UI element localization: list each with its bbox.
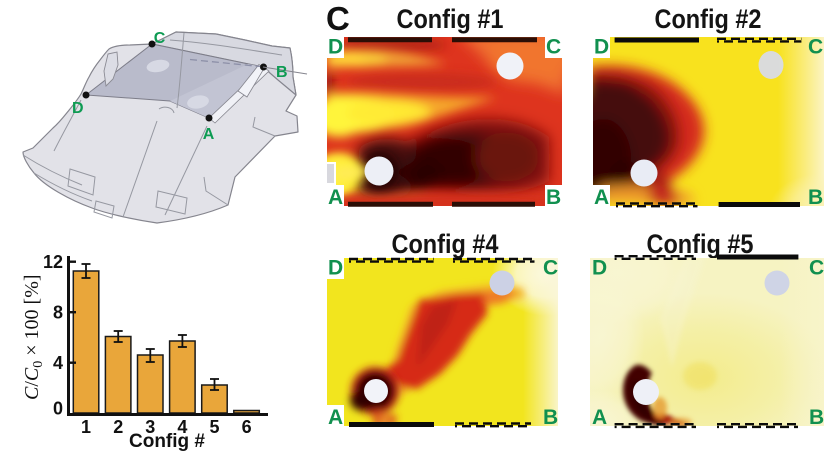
svg-text:C: C	[809, 257, 824, 280]
svg-text:6: 6	[242, 417, 252, 437]
svg-text:C/C0 × 100 [%]: C/C0 × 100 [%]	[21, 274, 46, 400]
svg-text:2: 2	[113, 417, 123, 437]
svg-text:D: D	[72, 100, 84, 117]
svg-text:B: B	[809, 406, 824, 429]
svg-text:D: D	[328, 257, 343, 280]
svg-text:12: 12	[43, 252, 63, 272]
svg-text:D: D	[594, 36, 609, 59]
svg-text:4: 4	[177, 417, 187, 437]
svg-text:1: 1	[81, 417, 91, 437]
svg-text:C: C	[546, 36, 561, 59]
svg-text:A: A	[203, 126, 215, 143]
svg-text:5: 5	[209, 417, 219, 437]
svg-text:0: 0	[53, 399, 63, 419]
svg-text:D: D	[592, 257, 607, 280]
svg-text:B: B	[543, 406, 558, 429]
svg-text:8: 8	[53, 303, 63, 323]
svg-text:A: A	[594, 186, 609, 209]
svg-text:C: C	[154, 30, 166, 47]
svg-text:C: C	[808, 36, 823, 59]
svg-text:A: A	[328, 406, 343, 429]
svg-text:B: B	[276, 64, 288, 81]
svg-text:C: C	[543, 257, 558, 280]
svg-text:A: A	[328, 186, 343, 209]
svg-text:3: 3	[145, 417, 155, 437]
svg-text:B: B	[808, 186, 823, 209]
svg-text:4: 4	[53, 353, 63, 373]
svg-text:A: A	[592, 406, 607, 429]
svg-text:B: B	[546, 186, 561, 209]
svg-text:Config #: Config #	[129, 431, 205, 452]
svg-text:D: D	[328, 36, 343, 59]
